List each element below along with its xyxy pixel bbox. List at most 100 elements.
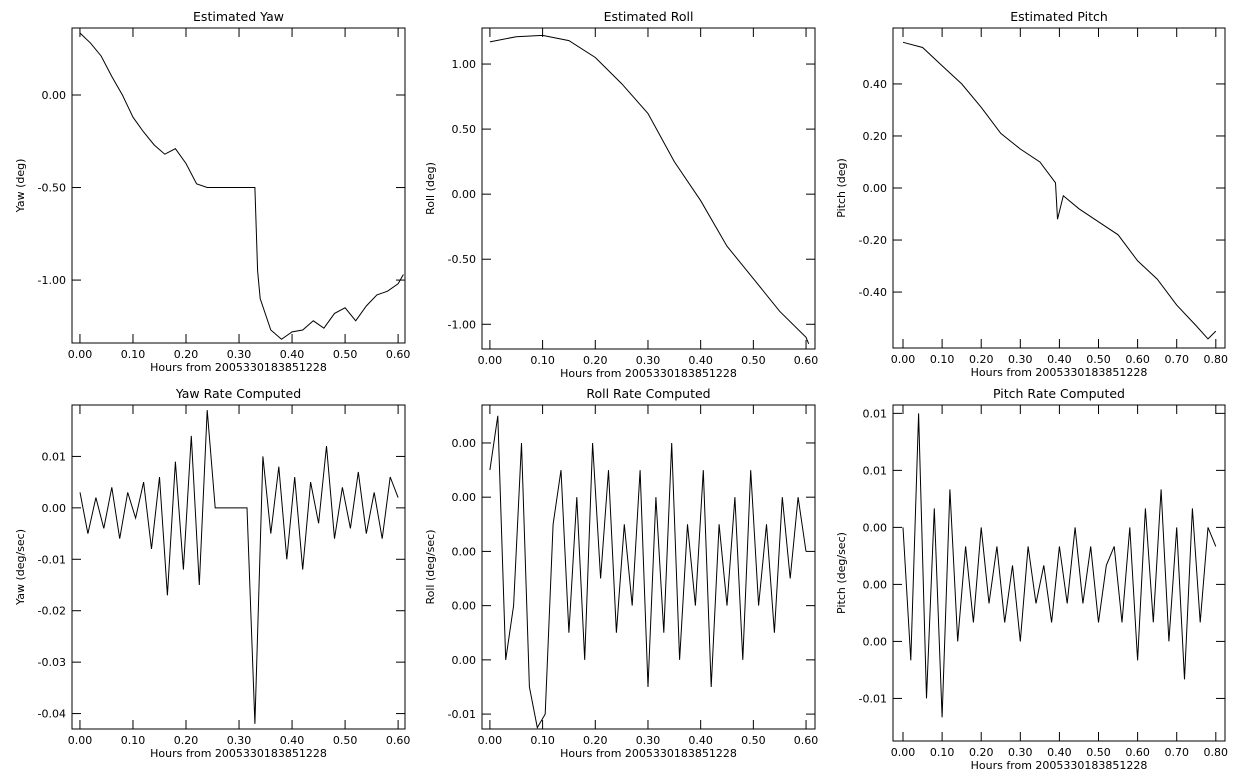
data-line <box>489 34 810 344</box>
chart-title: Pitch Rate Computed <box>993 386 1125 401</box>
x-axis-label: Hours from 2005330183851228 <box>150 747 327 760</box>
chart-title: Estimated Pitch <box>1010 9 1108 24</box>
x-tick-label: 0.30 <box>636 354 661 367</box>
x-tick-label: 0.40 <box>688 734 713 747</box>
x-tick-label: 0.70 <box>1164 746 1189 759</box>
x-tick-label: 0.00 <box>891 353 916 366</box>
plot-frame <box>481 404 816 730</box>
y-tick-label: 0.00 <box>452 437 477 450</box>
data-line <box>902 413 1217 718</box>
y-tick-label: -0.01 <box>38 553 66 566</box>
x-tick-label: 0.40 <box>280 348 305 361</box>
x-tick-label: 0.60 <box>386 348 411 361</box>
x-axis-label: Hours from 2005330183851228 <box>971 759 1148 772</box>
x-tick-label: 0.60 <box>1125 353 1150 366</box>
x-tick-label: 0.30 <box>1008 746 1033 759</box>
x-tick-label: 0.00 <box>478 354 503 367</box>
y-axis-label: Roll (deg/sec) <box>424 529 437 604</box>
x-tick-label: 0.10 <box>121 734 146 747</box>
y-tick-label: 0.00 <box>863 182 888 195</box>
y-axis-label: Yaw (deg) <box>14 159 27 214</box>
data-line <box>79 410 399 724</box>
x-tick-label: 0.10 <box>530 354 555 367</box>
y-tick-label: -0.20 <box>859 234 887 247</box>
chart-title: Estimated Roll <box>604 9 694 24</box>
x-tick-label: 0.20 <box>174 734 199 747</box>
y-axis-label: Yaw (deg/sec) <box>14 529 27 606</box>
data-line <box>902 41 1217 340</box>
x-tick-label: 0.60 <box>1125 746 1150 759</box>
y-axis-label: Pitch (deg) <box>835 158 848 218</box>
y-tick-label: 0.01 <box>863 407 888 420</box>
x-tick-label: 0.00 <box>891 746 916 759</box>
x-tick-label: 0.50 <box>1086 746 1111 759</box>
y-tick-label: 1.00 <box>452 58 477 71</box>
y-tick-label: -0.40 <box>859 286 887 299</box>
x-tick-label: 0.40 <box>280 734 305 747</box>
y-tick-label: 0.01 <box>42 450 67 463</box>
y-axis-label: Roll (deg) <box>424 162 437 215</box>
y-tick-label: 0.00 <box>452 188 477 201</box>
x-tick-label: 0.60 <box>386 734 411 747</box>
x-tick-label: 0.70 <box>1164 353 1189 366</box>
x-tick-label: 0.60 <box>794 354 819 367</box>
x-tick-label: 0.00 <box>68 348 93 361</box>
x-axis-label: Hours from 2005330183851228 <box>150 361 327 374</box>
x-tick-label: 0.30 <box>227 734 252 747</box>
plot-frame <box>481 27 816 350</box>
x-tick-label: 0.40 <box>1047 353 1072 366</box>
chart-title: Roll Rate Computed <box>586 386 710 401</box>
y-axis-label: Pitch (deg/sec) <box>835 532 848 614</box>
x-axis-label: Hours from 2005330183851228 <box>560 747 737 760</box>
y-tick-label: 0.20 <box>863 130 888 143</box>
x-tick-label: 0.60 <box>794 734 819 747</box>
y-tick-label: 0.00 <box>42 89 67 102</box>
y-tick-label: 0.00 <box>863 521 888 534</box>
y-tick-label: -0.01 <box>859 692 887 705</box>
y-tick-label: -0.02 <box>38 605 66 618</box>
y-tick-label: 0.00 <box>42 502 67 515</box>
y-tick-label: -0.04 <box>38 708 66 721</box>
y-tick-label: 0.00 <box>452 654 477 667</box>
x-tick-label: 0.30 <box>636 734 661 747</box>
x-tick-label: 0.30 <box>227 348 252 361</box>
x-tick-label: 0.10 <box>121 348 146 361</box>
y-tick-label: 0.01 <box>863 464 888 477</box>
y-tick-label: -0.50 <box>38 182 66 195</box>
data-line <box>489 415 807 729</box>
x-tick-label: 0.20 <box>969 353 994 366</box>
x-tick-label: 0.50 <box>333 734 358 747</box>
plot-frame <box>71 404 406 730</box>
x-tick-label: 0.50 <box>741 734 766 747</box>
x-tick-label: 0.80 <box>1204 746 1229 759</box>
y-tick-label: 0.00 <box>863 635 888 648</box>
x-tick-label: 0.10 <box>930 746 955 759</box>
x-tick-label: 0.80 <box>1204 353 1229 366</box>
y-tick-label: 0.40 <box>863 78 888 91</box>
x-tick-label: 0.50 <box>1086 353 1111 366</box>
x-tick-label: 0.20 <box>583 354 608 367</box>
y-tick-label: 0.00 <box>452 545 477 558</box>
x-tick-label: 0.20 <box>174 348 199 361</box>
x-tick-label: 0.00 <box>68 734 93 747</box>
y-tick-label: 0.00 <box>863 578 888 591</box>
y-tick-label: 0.50 <box>452 123 477 136</box>
x-axis-label: Hours from 2005330183851228 <box>560 367 737 380</box>
y-tick-label: -0.50 <box>448 253 476 266</box>
plot-frame <box>71 27 406 344</box>
x-tick-label: 0.10 <box>930 353 955 366</box>
x-tick-label: 0.40 <box>1047 746 1072 759</box>
y-tick-label: -1.00 <box>448 318 476 331</box>
x-axis-label: Hours from 2005330183851228 <box>971 366 1148 379</box>
x-tick-label: 0.40 <box>688 354 713 367</box>
x-tick-label: 0.00 <box>478 734 503 747</box>
y-tick-label: 0.00 <box>452 491 477 504</box>
x-tick-label: 0.20 <box>583 734 608 747</box>
chart-title: Estimated Yaw <box>193 9 284 24</box>
x-tick-label: 0.50 <box>741 354 766 367</box>
x-tick-label: 0.30 <box>1008 353 1033 366</box>
y-tick-label: -0.01 <box>448 708 476 721</box>
x-tick-label: 0.10 <box>530 734 555 747</box>
x-tick-label: 0.50 <box>333 348 358 361</box>
